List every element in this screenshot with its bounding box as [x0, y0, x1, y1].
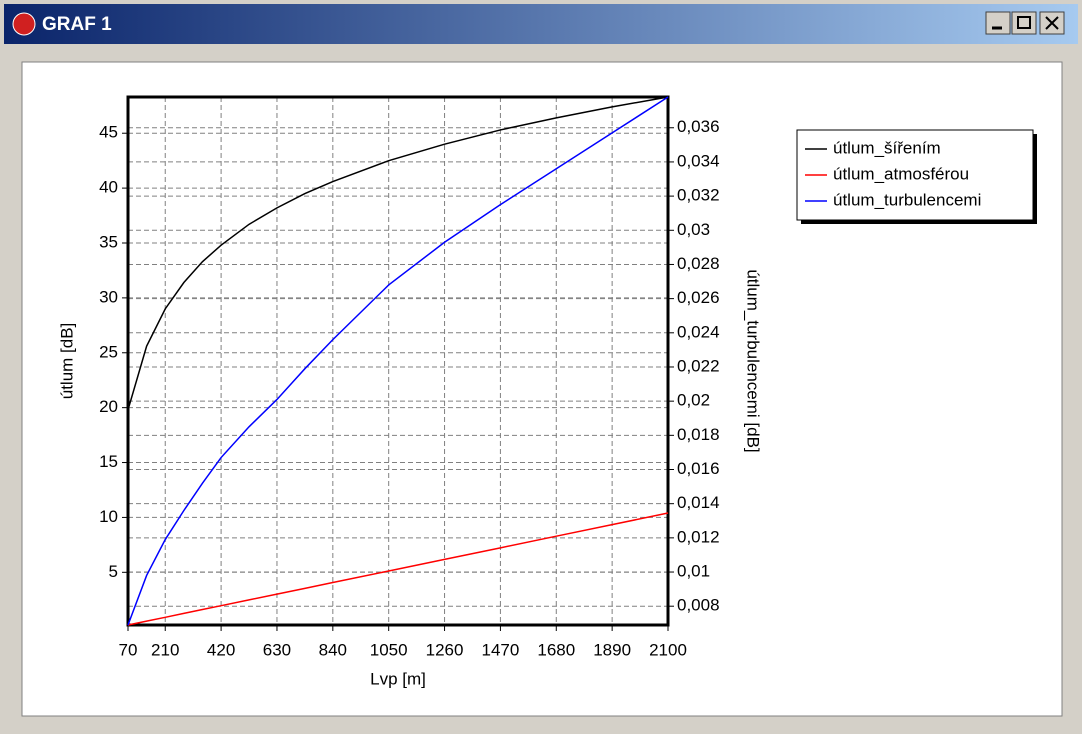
legend-box: [796, 129, 1034, 221]
y2-tick-label: 0,03: [677, 220, 710, 239]
x-tick-label: 1050: [370, 640, 408, 659]
y-tick-label: 5: [109, 562, 118, 581]
series-line: [127, 512, 669, 626]
y2-tick-label: 0,036: [677, 117, 720, 136]
y-tick-label: 25: [99, 342, 118, 361]
y-tick-label: 45: [99, 123, 118, 142]
y2-tick-label: 0,034: [677, 151, 720, 170]
series-line: [127, 96, 669, 626]
y2-tick-label: 0,022: [677, 356, 720, 375]
maximize-button[interactable]: [1011, 11, 1037, 35]
x-tick-label: 1890: [593, 640, 631, 659]
y-tick-label: 30: [99, 287, 118, 306]
window-buttons: [985, 11, 1065, 35]
x-axis-title: Lvp [m]: [370, 669, 426, 688]
legend-label: útlum_turbulencemi: [833, 190, 981, 209]
y2-tick-label: 0,032: [677, 186, 720, 205]
plot-frame: [126, 95, 670, 627]
minimize-button[interactable]: [985, 11, 1011, 35]
y2-tick-label: 0,024: [677, 322, 720, 341]
x-tick-label: 420: [207, 640, 235, 659]
y-tick-label: 20: [99, 397, 118, 416]
plot: 70 210 420 630 840 1050 1260 1470 1680 1890 2100 5 1…: [57, 95, 1037, 688]
close-icon: [1045, 16, 1059, 30]
y2-tick-label: 0,02: [677, 391, 710, 410]
y2-tick-label: 0,014: [677, 493, 720, 512]
y2-tick-label: 0,026: [677, 288, 720, 307]
x-tick-label: 2100: [649, 640, 687, 659]
y-tick-label: 35: [99, 232, 118, 251]
x-tick-label: 630: [263, 640, 291, 659]
maximize-icon: [1017, 16, 1031, 29]
window-icon: [12, 12, 36, 36]
y2-tick-label: 0,018: [677, 425, 720, 444]
y-tick-label: 40: [99, 178, 118, 197]
y-tick-label: 15: [99, 452, 118, 471]
y2-tick-label: 0,028: [677, 254, 720, 273]
y-axis-title: útlum [dB]: [57, 323, 76, 400]
y2-axis-title: útlum_turbulencemi [dB]: [744, 269, 763, 452]
legend-label: útlum_šířením: [833, 138, 941, 157]
x-tick-label: 1260: [426, 640, 464, 659]
window-title: GRAF 1: [42, 14, 112, 35]
title-bar: [4, 4, 1078, 44]
y2-tick-label: 0,01: [677, 562, 710, 581]
y-tick-label: 10: [99, 507, 118, 526]
y2-tick-label: 0,016: [677, 459, 720, 478]
x-tick-label: 210: [151, 640, 179, 659]
legend-label: útlum_atmosférou: [833, 164, 969, 183]
x-tick-label: 1470: [481, 640, 519, 659]
y2-tick-label: 0,012: [677, 527, 720, 546]
series-line: [127, 96, 669, 411]
y2-tick-label: 0,008: [677, 596, 720, 615]
x-tick-label: 840: [319, 640, 347, 659]
x-tick-label: 1680: [537, 640, 575, 659]
x-tick-label: 70: [119, 640, 138, 659]
